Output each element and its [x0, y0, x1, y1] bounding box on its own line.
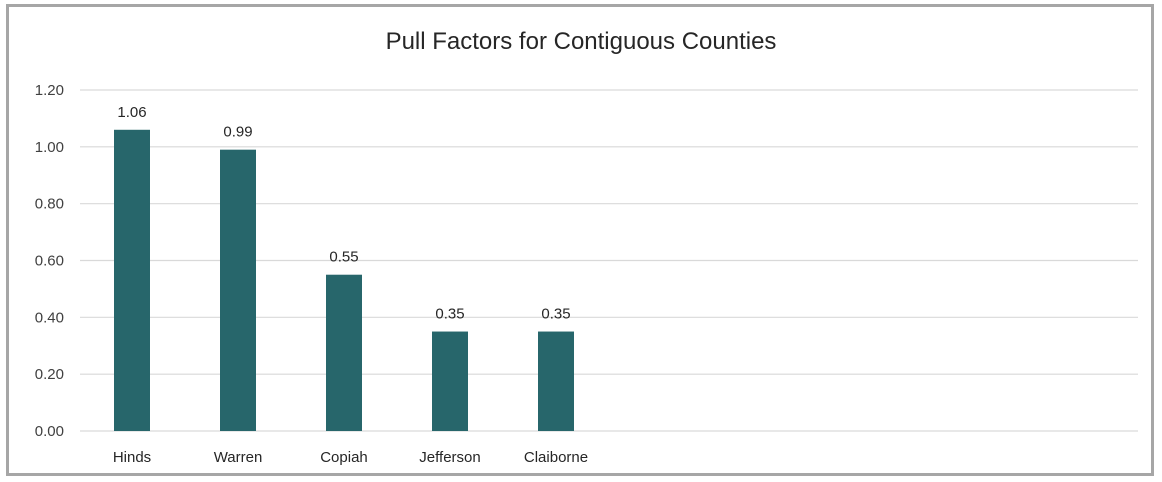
bar-copiah: [326, 274, 362, 431]
data-labels: 1.06 0.99 0.55 0.35 0.35: [117, 104, 570, 323]
x-axis-labels: Hinds Warren Copiah Jefferson Claiborne: [113, 449, 588, 466]
y-tick-label: 0.80: [35, 196, 64, 213]
x-category-label: Jefferson: [419, 449, 480, 466]
y-tick-label: 0.40: [35, 309, 64, 326]
x-category-label: Claiborne: [524, 449, 588, 466]
bar-jefferson: [432, 331, 468, 431]
data-label: 0.35: [541, 306, 570, 323]
y-tick-label: 1.20: [35, 82, 64, 99]
data-label: 0.35: [435, 306, 464, 323]
bar-claiborne: [538, 331, 574, 431]
x-category-label: Warren: [214, 449, 263, 466]
data-label: 0.55: [329, 249, 358, 266]
chart-frame: [6, 4, 1154, 476]
y-axis-ticks: 0.00 0.20 0.40 0.60 0.80 1.00 1.20: [35, 82, 64, 440]
bar-warren: [220, 149, 256, 432]
x-category-label: Hinds: [113, 449, 151, 466]
y-tick-label: 1.00: [35, 139, 64, 156]
x-category-label: Copiah: [320, 449, 368, 466]
chart-title: Pull Factors for Contiguous Counties: [385, 28, 777, 55]
bar-hinds: [114, 129, 150, 432]
bars: [114, 129, 574, 432]
data-label: 0.99: [223, 124, 252, 141]
y-tick-label: 0.00: [35, 423, 64, 440]
data-label: 1.06: [117, 104, 146, 121]
gridlines: [80, 89, 1138, 432]
y-tick-label: 0.60: [35, 253, 64, 270]
y-tick-label: 0.20: [35, 366, 64, 383]
